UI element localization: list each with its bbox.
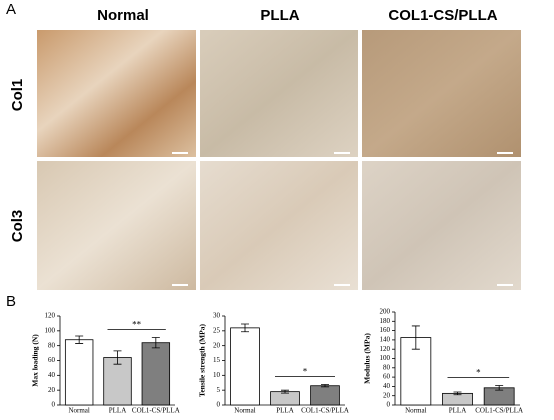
error-bar bbox=[495, 385, 504, 391]
micrographs bbox=[37, 30, 521, 290]
y-tick-label: 25 bbox=[213, 326, 221, 334]
scale-bars bbox=[172, 152, 513, 286]
error-bar bbox=[241, 323, 249, 333]
y-tick-label: 20 bbox=[48, 386, 56, 394]
x-tick-label: COL1-CS/PLLA bbox=[475, 407, 523, 415]
y-tick-label: 0 bbox=[52, 401, 56, 409]
micrograph bbox=[200, 30, 358, 157]
column-header: Normal bbox=[97, 7, 149, 24]
y-tick-label: 100 bbox=[45, 326, 56, 334]
x-tick-label: Normal bbox=[68, 407, 89, 415]
x-tick-label: COL1-CS/PLLA bbox=[301, 407, 349, 415]
x-tick-label: COL1-CS/PLLA bbox=[132, 407, 180, 415]
y-tick-label: 15 bbox=[213, 356, 221, 364]
y-tick-label: 120 bbox=[45, 312, 56, 320]
y-tick-label: 80 bbox=[383, 363, 391, 371]
column-header: PLLA bbox=[260, 7, 299, 24]
y-tick-label: 40 bbox=[383, 382, 391, 390]
bar bbox=[230, 327, 260, 406]
y-tick-label: 180 bbox=[380, 317, 391, 325]
y-tick-label: 5 bbox=[217, 386, 221, 394]
panel-label: B bbox=[6, 293, 16, 310]
micrograph bbox=[362, 161, 521, 290]
y-axis-label: Modulus (MPa) bbox=[363, 333, 372, 384]
y-tick-label: 40 bbox=[48, 371, 56, 379]
y-tick-label: 0 bbox=[387, 401, 391, 409]
y-tick-label: 100 bbox=[380, 354, 391, 362]
error-bar bbox=[151, 337, 160, 349]
y-tick-label: 0 bbox=[217, 401, 221, 409]
x-tick-label: PLLA bbox=[449, 407, 467, 415]
y-tick-label: 30 bbox=[213, 312, 221, 320]
y-tick-label: 60 bbox=[383, 373, 391, 381]
row-label: Col1 bbox=[9, 79, 26, 112]
column-header: COL1-CS/PLLA bbox=[388, 7, 497, 24]
y-tick-label: 20 bbox=[213, 341, 221, 349]
micrograph bbox=[362, 30, 521, 157]
bar bbox=[103, 357, 132, 406]
x-tick-label: Normal bbox=[234, 407, 255, 415]
error-bar bbox=[321, 384, 329, 388]
y-tick-label: 160 bbox=[380, 326, 391, 334]
error-bar bbox=[113, 350, 122, 365]
micrograph bbox=[37, 30, 196, 157]
x-tick-label: Normal bbox=[405, 407, 426, 415]
y-tick-label: 140 bbox=[380, 336, 391, 344]
y-tick-label: 120 bbox=[380, 345, 391, 353]
micrograph bbox=[37, 161, 196, 290]
significance-label: ** bbox=[132, 320, 142, 330]
error-bar bbox=[411, 325, 420, 350]
bar bbox=[310, 385, 340, 406]
x-tick-label: PLLA bbox=[276, 407, 294, 415]
significance-label: * bbox=[476, 368, 481, 378]
error-bar bbox=[75, 335, 84, 344]
y-tick-label: 20 bbox=[383, 391, 391, 399]
y-tick-label: 200 bbox=[380, 308, 391, 316]
panel-label: A bbox=[6, 1, 16, 18]
bar bbox=[270, 391, 300, 406]
significance-label: * bbox=[303, 367, 308, 377]
bar bbox=[141, 342, 171, 406]
y-tick-label: 10 bbox=[213, 371, 221, 379]
y-axis-label: Max loading (N) bbox=[31, 334, 40, 387]
x-tick-label: PLLA bbox=[109, 407, 127, 415]
y-tick-label: 80 bbox=[48, 341, 56, 349]
row-label: Col3 bbox=[9, 210, 26, 243]
y-axis-label: Tensile strength (MPa) bbox=[198, 324, 207, 397]
error-bar bbox=[453, 391, 462, 396]
y-tick-label: 60 bbox=[48, 356, 56, 364]
error-bar bbox=[281, 389, 289, 394]
bar bbox=[64, 339, 94, 406]
micrograph bbox=[200, 161, 358, 290]
